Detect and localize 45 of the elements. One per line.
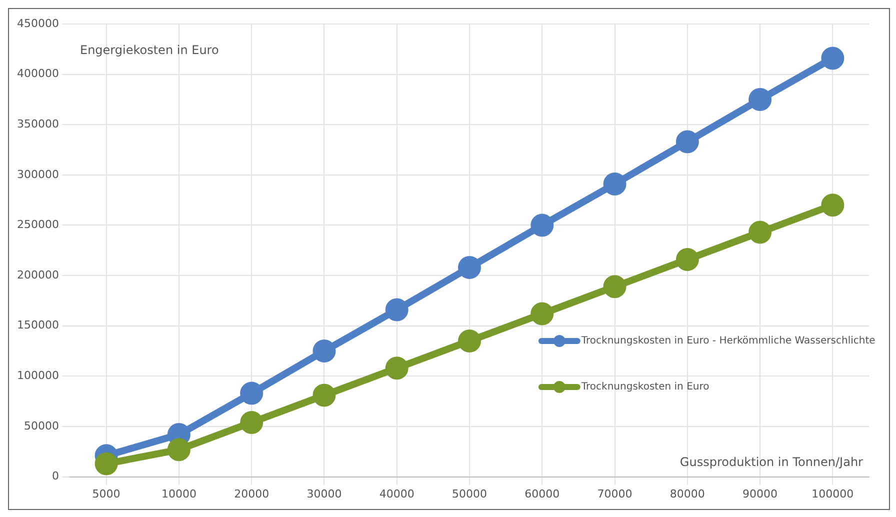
x-tick-label: 90000 [742, 487, 778, 500]
x-tick-label: 40000 [379, 487, 414, 500]
x-tick-label: 20000 [234, 487, 270, 500]
y-tick-label: 200000 [16, 268, 59, 282]
point [240, 382, 264, 405]
x-tick-label: 100000 [812, 487, 854, 500]
point [603, 172, 626, 196]
legend-label: Trocknungskosten in Euro [580, 382, 710, 393]
point [167, 438, 190, 462]
point [530, 214, 554, 237]
y-tick-label: 50000 [24, 419, 59, 432]
point [312, 384, 336, 407]
point [458, 329, 481, 352]
point [748, 220, 772, 244]
x-tick-label: 80000 [670, 487, 705, 500]
y-tick-label: 250000 [16, 218, 59, 232]
x-axis-title: Gussproduktion in Tonnen/Jahr [680, 454, 864, 469]
x-tick-label: 50000 [452, 487, 487, 500]
x-tick-label: 30000 [306, 487, 342, 500]
point [94, 452, 118, 476]
y-tick-label: 450000 [16, 16, 59, 30]
y-tick-label: 400000 [16, 67, 59, 80]
point [385, 356, 408, 380]
point [821, 46, 844, 70]
x-tick-label: 5000 [92, 487, 120, 500]
y-tick-label: 150000 [16, 318, 59, 332]
point [821, 194, 844, 217]
point [385, 298, 408, 322]
point [312, 340, 336, 363]
y-tick-label: 300000 [16, 168, 59, 181]
y-tick-label: 100000 [16, 369, 59, 382]
x-tick-label: 10000 [161, 487, 196, 500]
point [676, 130, 699, 154]
point [530, 302, 554, 326]
point [458, 256, 481, 280]
y-tick-label: 350000 [16, 117, 59, 130]
point [748, 88, 772, 111]
y-tick-label: 0 [52, 470, 59, 483]
point [676, 248, 699, 271]
x-tick-label: 60000 [524, 487, 560, 500]
x-tick-label: 70000 [597, 487, 632, 500]
point [603, 275, 626, 298]
legend-label: Trocknungskosten in Euro - Herkömmliche Wasserschlichte [580, 336, 876, 347]
point [240, 410, 264, 434]
y-axis-title: Engergiekosten in Euro [80, 43, 219, 58]
